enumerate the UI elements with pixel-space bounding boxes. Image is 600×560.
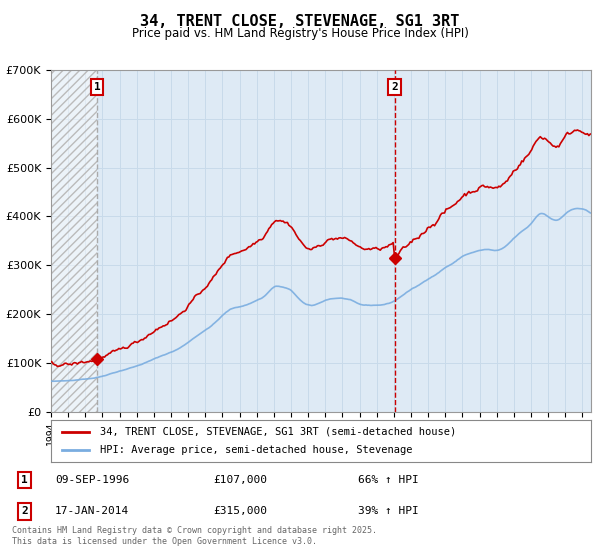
- Text: Price paid vs. HM Land Registry's House Price Index (HPI): Price paid vs. HM Land Registry's House …: [131, 27, 469, 40]
- Bar: [51, 70, 97, 412]
- Text: 34, TRENT CLOSE, STEVENAGE, SG1 3RT: 34, TRENT CLOSE, STEVENAGE, SG1 3RT: [140, 14, 460, 29]
- Text: 39% ↑ HPI: 39% ↑ HPI: [358, 506, 418, 516]
- Text: £315,000: £315,000: [214, 506, 268, 516]
- Text: 1: 1: [94, 82, 100, 92]
- Text: 66% ↑ HPI: 66% ↑ HPI: [358, 475, 418, 485]
- Text: 2: 2: [21, 506, 28, 516]
- Text: HPI: Average price, semi-detached house, Stevenage: HPI: Average price, semi-detached house,…: [100, 445, 412, 455]
- Text: 17-JAN-2014: 17-JAN-2014: [55, 506, 130, 516]
- Text: 1: 1: [21, 475, 28, 485]
- Text: £107,000: £107,000: [214, 475, 268, 485]
- Text: Contains HM Land Registry data © Crown copyright and database right 2025.
This d: Contains HM Land Registry data © Crown c…: [12, 526, 377, 546]
- Text: 2: 2: [391, 82, 398, 92]
- Bar: [51, 70, 97, 412]
- Text: 34, TRENT CLOSE, STEVENAGE, SG1 3RT (semi-detached house): 34, TRENT CLOSE, STEVENAGE, SG1 3RT (sem…: [100, 427, 456, 437]
- Text: 09-SEP-1996: 09-SEP-1996: [55, 475, 130, 485]
